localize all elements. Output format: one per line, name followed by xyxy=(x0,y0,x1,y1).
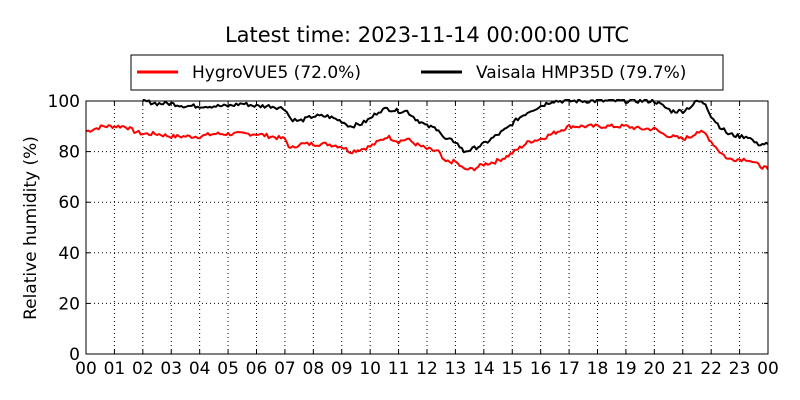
y-axis-label: Relative humidity (%) xyxy=(21,136,41,320)
x-tick-label: 19 xyxy=(615,359,637,379)
y-tick-label: 20 xyxy=(58,294,80,314)
x-tick-label: 16 xyxy=(530,359,552,379)
x-tick-label: 21 xyxy=(672,359,694,379)
x-tick-label: 12 xyxy=(416,359,438,379)
x-tick-label: 05 xyxy=(217,359,239,379)
x-tick-label: 09 xyxy=(331,359,353,379)
x-tick-label: 03 xyxy=(160,359,182,379)
x-tick-label: 04 xyxy=(189,359,211,379)
legend-label-hygrovue5: HygroVUE5 (72.0%) xyxy=(192,63,361,83)
x-tick-label: 02 xyxy=(132,359,154,379)
x-tick-label: 00 xyxy=(75,359,97,379)
x-tick-label: 22 xyxy=(700,359,722,379)
grid xyxy=(86,101,768,354)
y-axis: 0 20 40 60 80 100 xyxy=(48,92,768,365)
x-tick-label: 00 xyxy=(757,359,779,379)
x-tick-label: 07 xyxy=(274,359,296,379)
series-line-vaisala xyxy=(142,99,768,154)
chart-title: Latest time: 2023-11-14 00:00:00 UTC xyxy=(225,23,629,47)
x-tick-label: 15 xyxy=(501,359,523,379)
series-layer xyxy=(86,99,768,172)
x-tick-label: 10 xyxy=(359,359,381,379)
x-tick-label: 14 xyxy=(473,359,495,379)
y-tick-label: 0 xyxy=(69,345,80,365)
x-tick-label: 01 xyxy=(104,359,126,379)
x-axis: 00 01 02 03 04 05 06 07 08 09 10 11 12 13 14 15 16 17 18 19… xyxy=(75,101,779,379)
plot-frame xyxy=(85,100,769,355)
x-tick-label: 17 xyxy=(558,359,580,379)
legend-label-vaisala: Vaisala HMP35D (79.7%) xyxy=(476,63,686,83)
x-tick-label: 13 xyxy=(445,359,467,379)
y-tick-label: 80 xyxy=(58,143,80,163)
series-line-hygrovue5 xyxy=(86,123,768,172)
y-tick-label: 60 xyxy=(58,193,80,213)
x-tick-label: 18 xyxy=(587,359,609,379)
x-tick-label: 06 xyxy=(246,359,268,379)
x-tick-label: 08 xyxy=(303,359,325,379)
y-tick-label: 100 xyxy=(48,92,80,112)
x-tick-label: 20 xyxy=(644,359,666,379)
x-tick-label: 23 xyxy=(729,359,751,379)
y-tick-label: 40 xyxy=(58,244,80,264)
x-tick-label: 11 xyxy=(388,359,410,379)
legend: HygroVUE5 (72.0%) Vaisala HMP35D (79.7%) xyxy=(130,54,724,91)
